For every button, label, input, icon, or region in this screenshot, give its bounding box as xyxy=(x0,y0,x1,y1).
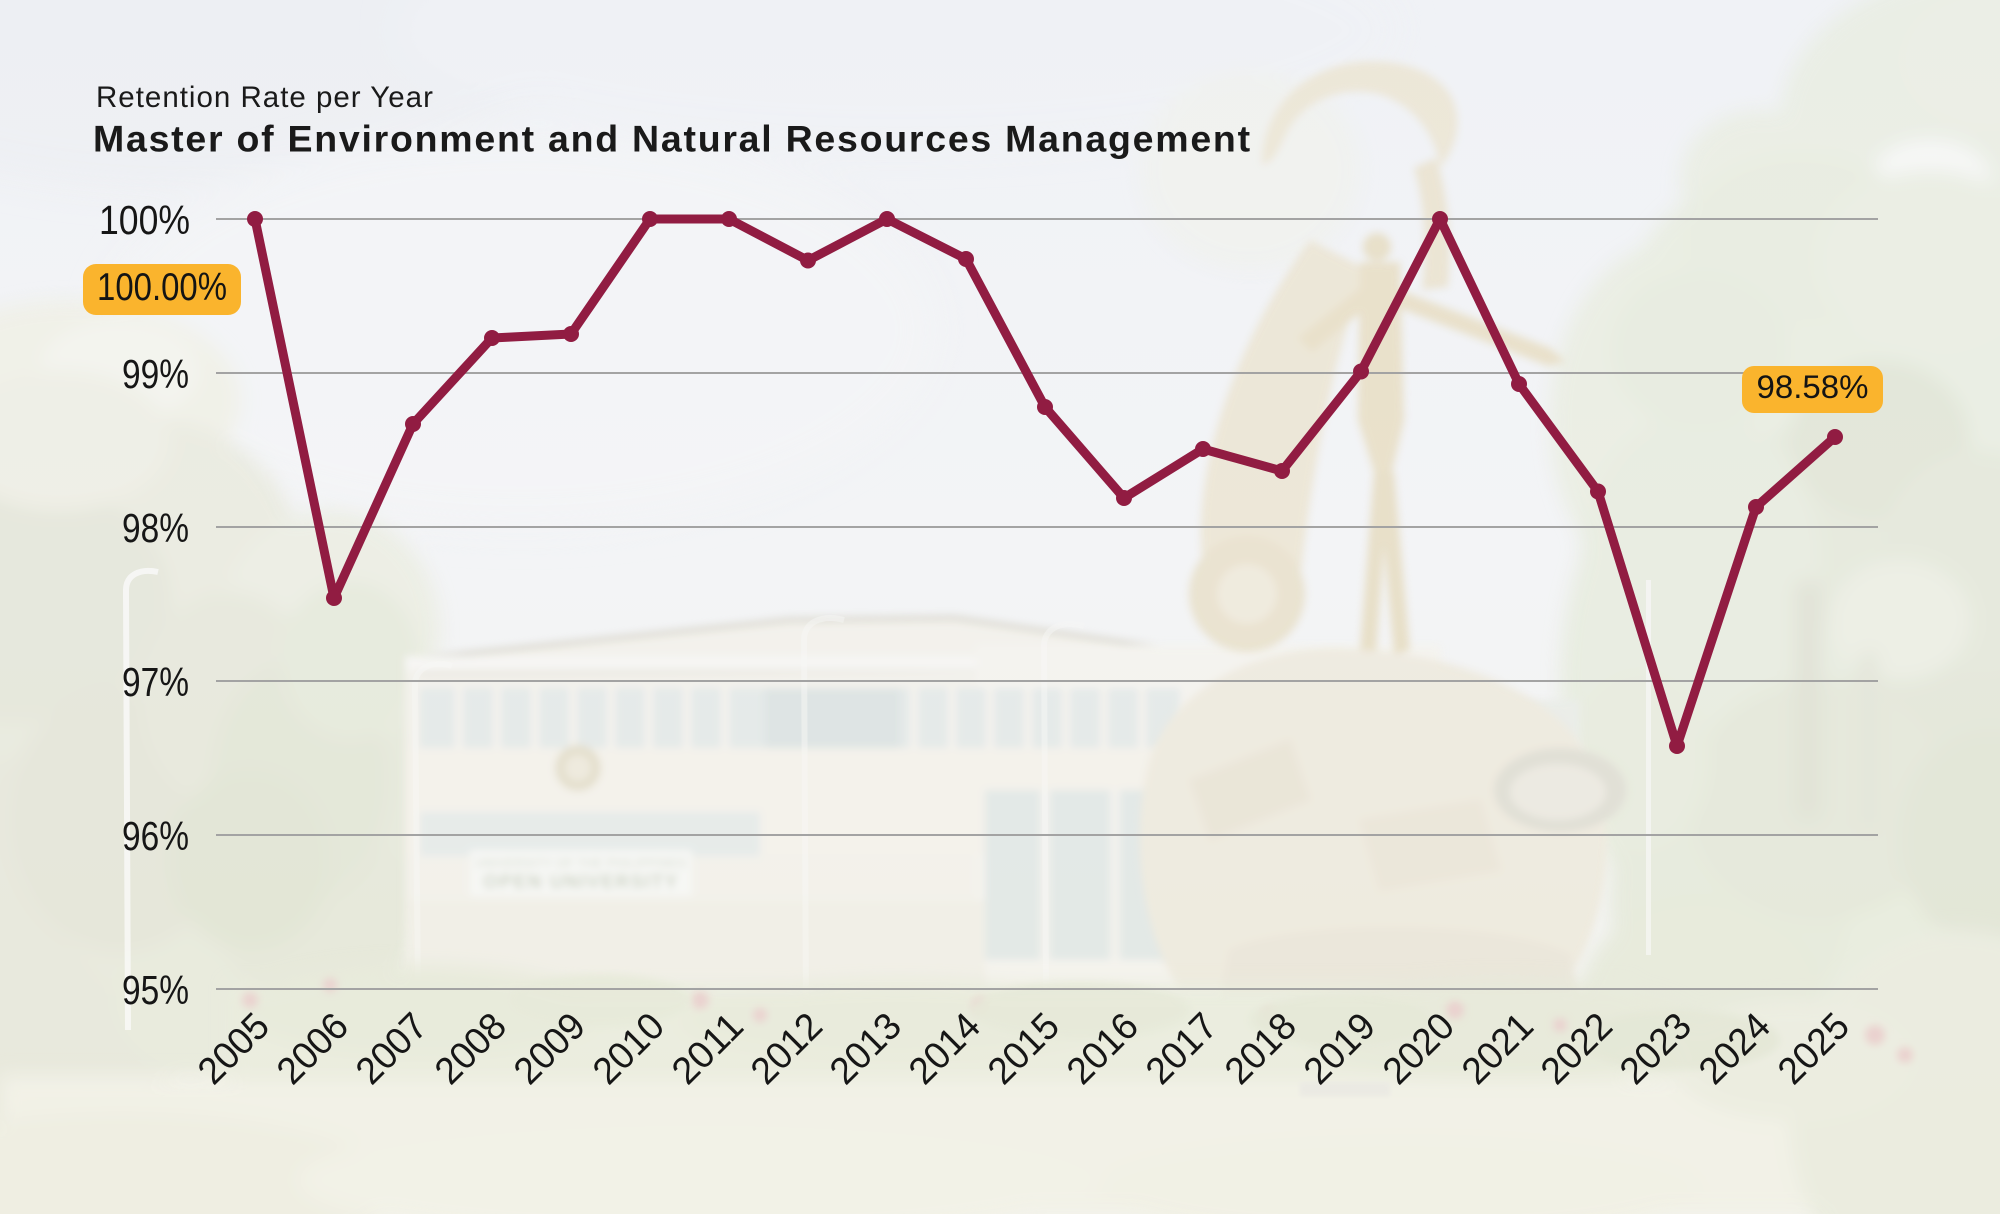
svg-text:Master of Environment and Natu: Master of Environment and Natural Resour… xyxy=(93,118,1252,160)
svg-text:97%: 97% xyxy=(122,659,189,705)
svg-text:98.58%: 98.58% xyxy=(1757,369,1869,405)
svg-text:100.00%: 100.00% xyxy=(97,266,227,309)
svg-text:99%: 99% xyxy=(122,351,189,397)
svg-text:95%: 95% xyxy=(122,967,189,1013)
svg-text:98%: 98% xyxy=(122,505,189,551)
svg-text:UNIVERSITY OF THE PHILIPPINES: UNIVERSITY OF THE PHILIPPINES xyxy=(476,856,687,870)
svg-text:96%: 96% xyxy=(122,813,189,859)
svg-text:100%: 100% xyxy=(99,197,190,243)
svg-text:OPEN UNIVERSITY: OPEN UNIVERSITY xyxy=(483,872,679,893)
svg-text:Retention Rate per Year: Retention Rate per Year xyxy=(96,81,434,114)
